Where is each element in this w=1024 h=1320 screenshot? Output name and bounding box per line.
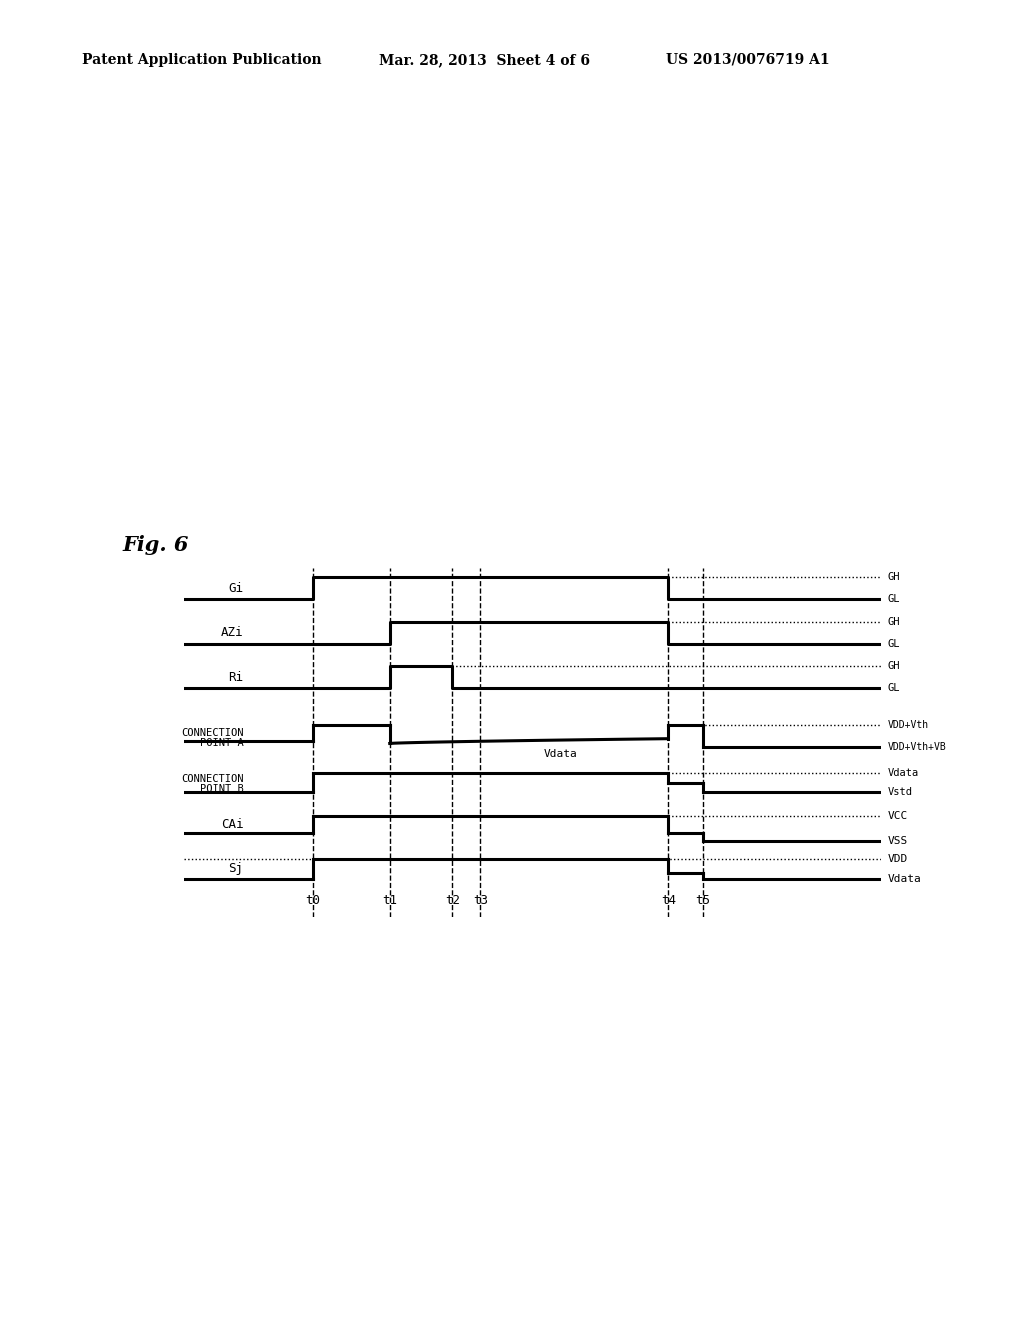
Text: Vdata: Vdata [888,874,922,883]
Text: t1: t1 [382,894,397,907]
Text: Vstd: Vstd [888,787,912,797]
Text: VCC: VCC [888,810,908,821]
Text: AZi: AZi [221,626,244,639]
Text: CAi: CAi [221,818,244,830]
Text: GL: GL [888,684,900,693]
Text: Gi: Gi [228,582,244,595]
Text: Fig. 6: Fig. 6 [123,535,189,554]
Text: t3: t3 [473,894,487,907]
Text: VDD: VDD [888,854,908,863]
Text: GL: GL [888,594,900,605]
Text: t0: t0 [305,894,321,907]
Text: GH: GH [888,616,900,627]
Text: POINT A: POINT A [200,738,244,748]
Text: Vdata: Vdata [888,768,919,777]
Text: POINT B: POINT B [200,784,244,795]
Text: GH: GH [888,572,900,582]
Text: t2: t2 [444,894,460,907]
Text: VSS: VSS [888,836,908,846]
Text: Patent Application Publication: Patent Application Publication [82,53,322,67]
Text: t4: t4 [660,894,676,907]
Text: Ri: Ri [228,671,244,684]
Text: VDD+Vth+VB: VDD+Vth+VB [888,742,946,752]
Text: t5: t5 [695,894,711,907]
Text: Mar. 28, 2013  Sheet 4 of 6: Mar. 28, 2013 Sheet 4 of 6 [379,53,590,67]
Text: Sj: Sj [228,862,244,875]
Text: Vdata: Vdata [544,750,578,759]
Text: VDD+Vth: VDD+Vth [888,719,929,730]
Text: GH: GH [888,661,900,671]
Text: US 2013/0076719 A1: US 2013/0076719 A1 [666,53,829,67]
Text: CONNECTION: CONNECTION [181,775,244,784]
Text: GL: GL [888,639,900,649]
Text: CONNECTION: CONNECTION [181,729,244,738]
